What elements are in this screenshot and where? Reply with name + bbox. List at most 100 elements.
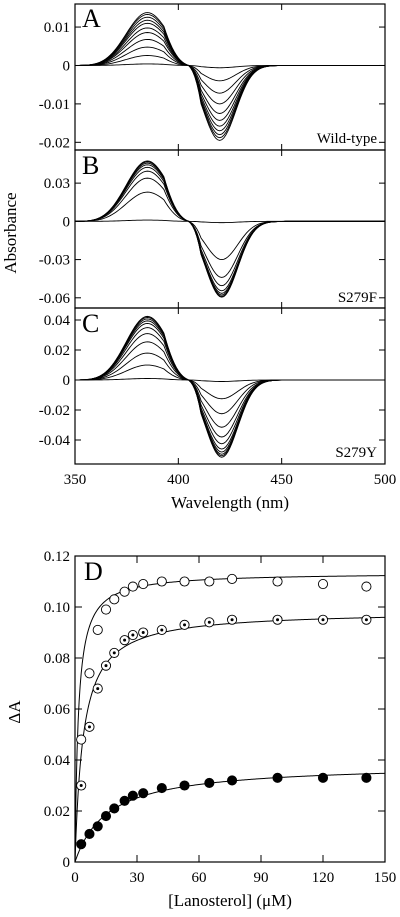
- y-tick-label: 0: [63, 214, 71, 230]
- y-tick-label: 0.01: [44, 20, 70, 36]
- data-point: [317, 579, 329, 590]
- panel-b-variant-label: S279F: [338, 290, 377, 306]
- data-point-dot: [87, 725, 91, 729]
- data-point: [100, 811, 112, 822]
- panel-b: 0.03 0 -0.03 -0.06 B S279F: [39, 149, 386, 309]
- data-point: [227, 775, 238, 786]
- spectrum-line: [74, 161, 385, 297]
- data-point: [84, 668, 95, 679]
- y-tick-label: 0: [63, 373, 71, 389]
- y-tick-label: -0.02: [39, 403, 70, 419]
- spectrum-line: [75, 378, 385, 382]
- data-point: [76, 839, 87, 850]
- spectrum-line: [74, 160, 385, 298]
- data-point-dot: [160, 628, 164, 632]
- spectra-y-axis-label: Absorbance: [1, 192, 20, 273]
- panel-d-plot: 0 0.02 0.04 0.06 0.08 0.10 0.12 0 30 60 90 120 150: [44, 549, 397, 886]
- panel-a-variant-label: Wild-type: [317, 131, 378, 147]
- y-tick-label: 0.08: [44, 651, 70, 667]
- y-tick-label: -0.03: [39, 253, 70, 269]
- data-point-dot: [104, 664, 108, 668]
- x-tick-label: 30: [130, 870, 145, 886]
- panel-c-variant-label: S279Y: [335, 445, 377, 461]
- y-tick-label: 0.12: [44, 549, 70, 565]
- panel-d-frame: [74, 555, 386, 863]
- panel-d-label: D: [84, 557, 103, 586]
- data-point: [92, 821, 103, 832]
- fit-line: [74, 772, 386, 863]
- y-tick-label: 0.04: [44, 313, 71, 329]
- data-point: [109, 803, 120, 814]
- data-point: [361, 772, 372, 783]
- panel-a-plot: 0.01 0 -0.01 -0.02: [39, 4, 386, 151]
- spectrum-line: [74, 170, 385, 287]
- data-point-dot: [321, 618, 325, 622]
- data-point-dot: [112, 651, 116, 655]
- data-point: [138, 788, 149, 799]
- data-point-dot: [364, 618, 368, 622]
- x-tick-label: 500: [374, 472, 397, 488]
- y-tick-label: -0.02: [39, 135, 70, 151]
- spectrum-line: [74, 38, 385, 105]
- data-point-dot: [183, 623, 187, 627]
- panel-d: 0 0.02 0.04 0.06 0.08 0.10 0.12 0 30 60 90 120 150 D: [44, 549, 397, 886]
- spectrum-line: [75, 219, 385, 224]
- x-tick-label: 150: [374, 870, 397, 886]
- spectrum-line: [74, 327, 385, 445]
- data-point: [317, 772, 329, 783]
- spectrum-line: [74, 166, 385, 292]
- x-tick-label: 60: [192, 870, 207, 886]
- y-tick-label: -0.04: [39, 433, 71, 449]
- spectrum-line: [75, 63, 385, 69]
- data-point: [138, 579, 149, 590]
- data-point-dot: [79, 784, 83, 787]
- data-point: [119, 586, 130, 597]
- data-point-dot: [230, 618, 234, 622]
- x-tick-label: 120: [312, 870, 335, 886]
- binding-y-axis-label: ΔA: [5, 700, 24, 724]
- data-point: [127, 790, 138, 801]
- spectrum-line: [74, 162, 385, 296]
- fit-line: [74, 616, 386, 863]
- y-tick-label: 0.03: [44, 176, 70, 192]
- x-tick-label: 90: [254, 870, 269, 886]
- spectrum-line: [74, 191, 385, 261]
- y-tick-label: -0.01: [39, 97, 70, 113]
- data-point: [127, 581, 138, 592]
- binding-x-axis-label: [Lanosterol] (μM): [168, 891, 292, 910]
- y-tick-label: 0: [63, 855, 71, 871]
- data-point: [100, 604, 112, 615]
- panel-a-frame: [74, 3, 386, 151]
- y-tick-label: 0.02: [44, 804, 70, 820]
- data-point: [272, 772, 283, 783]
- y-tick-label: 0.02: [44, 343, 70, 359]
- data-point: [109, 594, 120, 605]
- spectrum-line: [75, 364, 385, 400]
- panel-b-plot: 0.03 0 -0.03 -0.06: [39, 150, 386, 308]
- panel-c-frame: [74, 307, 386, 465]
- data-point: [179, 780, 190, 791]
- y-tick-label: 0.10: [44, 600, 70, 616]
- x-tick-label: 450: [270, 472, 293, 488]
- data-point-dot: [123, 638, 127, 642]
- data-point: [361, 581, 372, 592]
- y-tick-label: -0.06: [39, 291, 71, 307]
- spectrum-line: [74, 318, 385, 455]
- panel-a: 0.01 0 -0.01 -0.02 A Wild-type: [39, 3, 386, 151]
- spectrum-line: [74, 16, 385, 136]
- data-point: [76, 734, 87, 745]
- x-tick-label: 0: [71, 870, 79, 886]
- data-point: [156, 783, 167, 794]
- data-point-dot: [141, 631, 145, 634]
- x-tick-label: 350: [64, 472, 87, 488]
- data-point: [92, 624, 103, 636]
- spectrum-line: [74, 320, 385, 453]
- panel-c: 0.04 0.02 0 -0.02 -0.04 350 400 450 500 C S279Y: [39, 307, 397, 488]
- y-tick-label: 0: [63, 58, 71, 74]
- data-point: [272, 576, 283, 587]
- data-point: [204, 576, 215, 587]
- panel-b-label: B: [82, 151, 99, 180]
- data-point-dot: [276, 618, 280, 622]
- data-point: [227, 573, 238, 585]
